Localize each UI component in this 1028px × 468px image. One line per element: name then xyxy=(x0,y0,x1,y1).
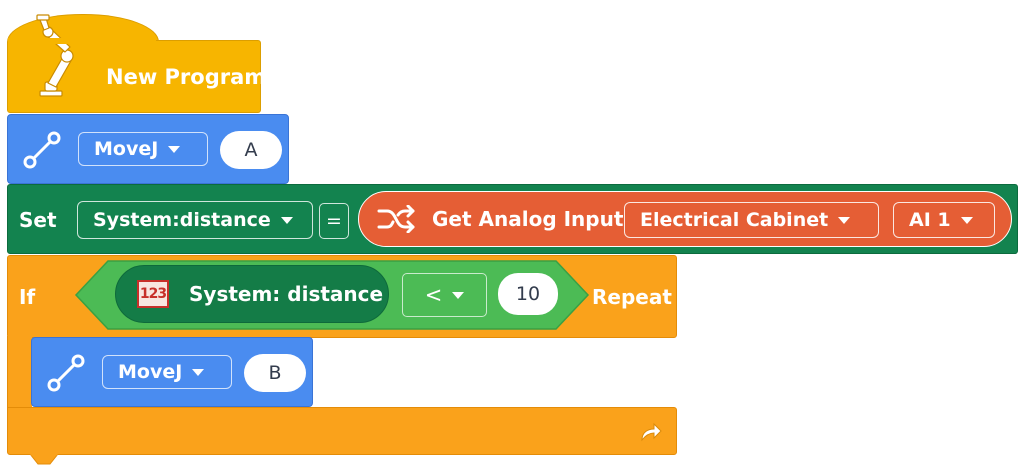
waypoint-input[interactable]: B xyxy=(244,354,306,392)
loop-arrow-icon xyxy=(638,420,664,448)
source-label: Electrical Cabinet xyxy=(640,209,829,231)
waypoint-value: B xyxy=(268,362,282,384)
analog-input-block[interactable]: Get Analog Input Electrical Cabinet AI 1 xyxy=(358,191,1012,247)
chevron-down-icon xyxy=(452,291,465,299)
source-dropdown[interactable]: Electrical Cabinet xyxy=(624,202,879,238)
shuffle-icon xyxy=(377,204,417,237)
chevron-down-icon xyxy=(838,216,851,224)
number-badge-text: 123 xyxy=(139,286,167,302)
compare-value-input[interactable]: 10 xyxy=(498,273,558,315)
chevron-down-icon xyxy=(960,216,973,224)
if-block-footer xyxy=(7,407,677,455)
robot-arm-icon xyxy=(34,5,90,105)
movej-type-dropdown[interactable]: MoveJ xyxy=(102,355,232,389)
chevron-down-icon xyxy=(280,216,293,224)
equals-label: = xyxy=(326,210,342,232)
if-block-spine xyxy=(7,336,32,408)
bottom-notch xyxy=(30,454,58,465)
path-icon xyxy=(46,353,86,397)
movej-block-a[interactable]: MoveJ A xyxy=(7,114,289,184)
waypoint-input[interactable]: A xyxy=(220,131,282,169)
channel-label: AI 1 xyxy=(909,209,951,231)
variable-label: System:distance xyxy=(93,209,271,231)
operator-label: < xyxy=(424,283,443,307)
repeat-label: Repeat xyxy=(592,285,672,309)
movej-type-label: MoveJ xyxy=(94,138,159,160)
chevron-down-icon xyxy=(168,145,181,153)
chevron-down-icon xyxy=(192,368,205,376)
comparison-operator-dropdown[interactable]: < xyxy=(402,273,487,317)
if-block[interactable]: If 123 System: distance < 10 Repeat xyxy=(7,255,677,338)
program-title: New Program xyxy=(106,65,267,89)
variable-dropdown[interactable]: System:distance xyxy=(77,201,313,239)
path-icon xyxy=(22,130,62,174)
if-label: If xyxy=(19,285,36,309)
set-variable-block[interactable]: Set System:distance = Get Anal xyxy=(7,184,1018,254)
channel-dropdown[interactable]: AI 1 xyxy=(893,202,995,238)
movej-block-b[interactable]: MoveJ B xyxy=(31,337,313,407)
set-label: Set xyxy=(19,208,57,232)
equals-operator: = xyxy=(319,203,349,239)
analog-input-label: Get Analog Input xyxy=(432,207,624,231)
compare-value: 10 xyxy=(515,283,541,305)
program-hat-block[interactable]: New Program xyxy=(7,14,266,113)
movej-type-label: MoveJ xyxy=(118,361,183,383)
waypoint-value: A xyxy=(244,139,258,161)
number-badge-icon: 123 xyxy=(137,280,169,308)
movej-type-dropdown[interactable]: MoveJ xyxy=(78,132,208,166)
condition-variable[interactable]: 123 System: distance xyxy=(115,265,389,323)
condition-variable-label: System: distance xyxy=(189,282,384,306)
